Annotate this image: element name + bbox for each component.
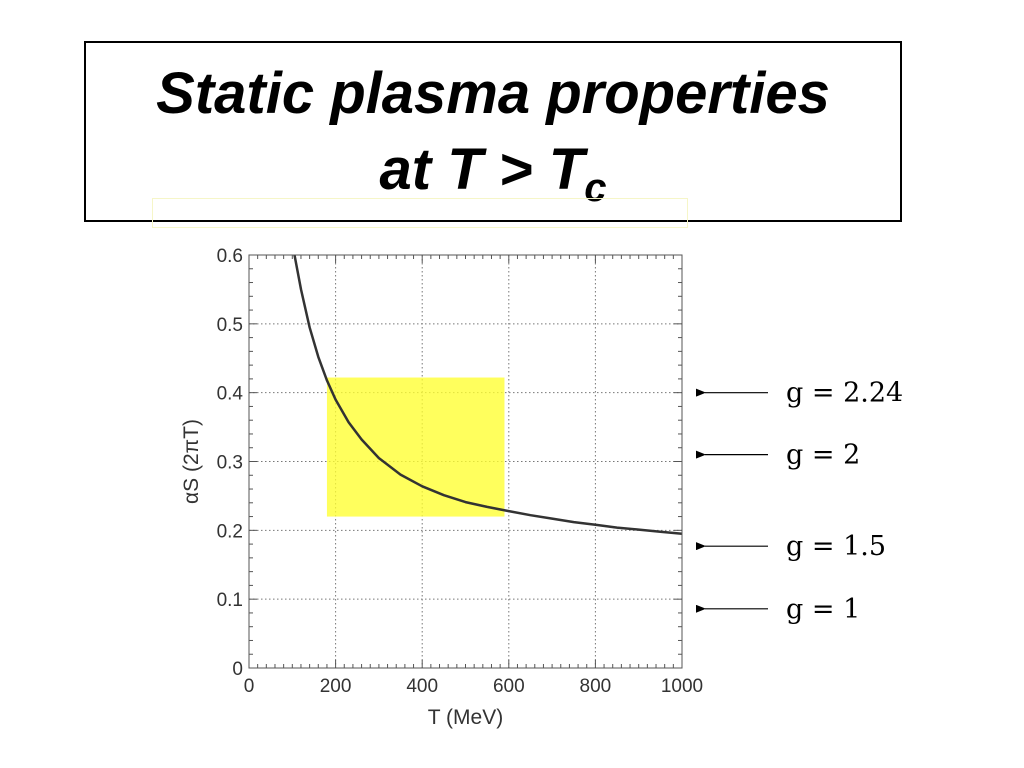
- y-axis-label: αS (2πT): [180, 419, 203, 504]
- y-tick-label: 0.5: [217, 315, 243, 336]
- page-subtitle: at T > Tc: [86, 141, 900, 209]
- y-tick-label: 0: [232, 659, 243, 680]
- x-tick-label: 600: [493, 676, 525, 697]
- annotation-label: g = 2.24: [786, 378, 903, 409]
- y-tick-label: 0.3: [217, 453, 243, 474]
- x-tick-label: 800: [580, 676, 612, 697]
- y-tick-label: 0.6: [217, 246, 243, 267]
- annotation-layer: g = 2.24 g = 2 g = 1.5 g = 1: [696, 378, 903, 625]
- highlight-region-layer: [326, 377, 505, 517]
- subtitle-main: at T > T: [379, 137, 585, 202]
- page-title: Static plasma properties: [156, 61, 830, 126]
- tick-label-layer: 0 200 400 600 800 1000 0 0.1 0.2 0.3 0.4 0.5 0.6: [217, 246, 704, 697]
- y-tick-label: 0.1: [217, 590, 243, 611]
- highlight-region: [326, 377, 505, 517]
- annotation-label: g = 1: [786, 594, 860, 625]
- series-line: [293, 254, 683, 536]
- faint-outline-box: [152, 198, 688, 228]
- x-tick-label: 400: [406, 676, 438, 697]
- grid: [249, 255, 682, 668]
- series-layer: [293, 254, 683, 536]
- tick-layer: [248, 254, 683, 669]
- y-tick-label: 0.4: [217, 384, 244, 405]
- annotation-label: g = 2: [786, 440, 860, 471]
- title-box: Static plasma properties at T > Tc: [84, 41, 902, 222]
- y-tick-label: 0.2: [217, 521, 243, 542]
- annotation-label: g = 1.5: [786, 531, 886, 562]
- x-tick-label: 0: [244, 676, 255, 697]
- x-tick-label: 200: [320, 676, 352, 697]
- x-tick-label: 1000: [661, 676, 703, 697]
- x-axis-label: T (MeV): [428, 706, 503, 729]
